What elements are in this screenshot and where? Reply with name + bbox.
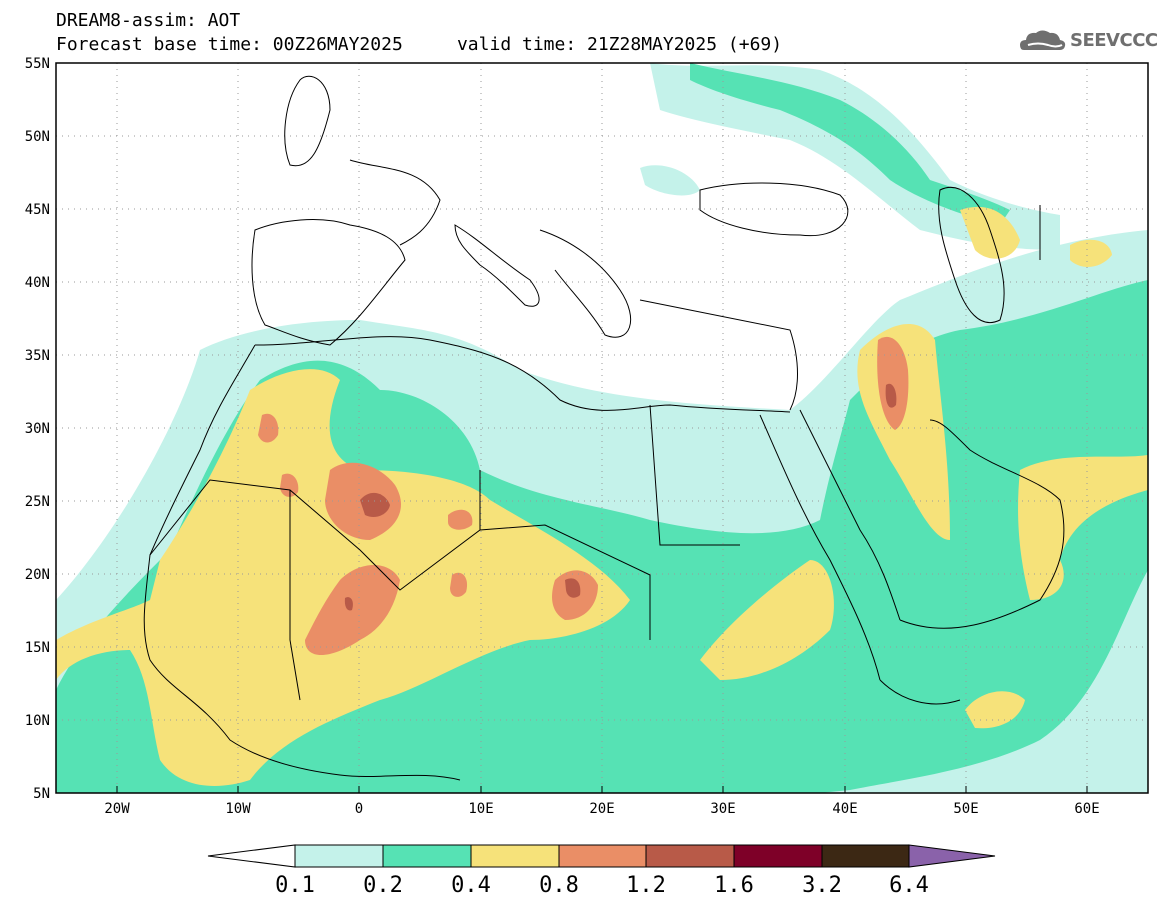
lon-label: 60E: [1074, 801, 1099, 817]
colorbar-labels: 0.1 0.2 0.4 0.8 1.2 1.6 3.2 6.4: [275, 873, 929, 898]
lon-label: 20W: [104, 801, 130, 817]
colorbar-under-arrow: [207, 844, 296, 868]
lat-label: 30N: [25, 421, 50, 437]
lat-label: 45N: [25, 202, 50, 218]
colorbar-label: 0.2: [363, 873, 403, 898]
colorbar-label: 6.4: [889, 873, 929, 898]
lon-label: 30E: [710, 801, 735, 817]
lat-label: 15N: [25, 640, 50, 656]
lat-label: 25N: [25, 494, 50, 510]
lon-label: 40E: [832, 801, 857, 817]
colorbar-swatch: [294, 844, 384, 868]
lat-label: 40N: [25, 275, 50, 291]
lat-label: 10N: [25, 713, 50, 729]
colorbar-swatch: [821, 844, 910, 868]
lat-label: 35N: [25, 348, 50, 364]
lon-label: 20E: [589, 801, 614, 817]
colorbar-swatch: [733, 844, 823, 868]
colorbar-label: 3.2: [802, 873, 842, 898]
map-title: DREAM8-assim: AOT: [56, 10, 241, 31]
axis-ticks: [116, 786, 1088, 793]
colorbar: [207, 844, 996, 868]
lat-label: 20N: [25, 567, 50, 583]
lon-label: 10E: [468, 801, 493, 817]
colorbar-label: 0.8: [539, 873, 579, 898]
colorbar-over-arrow: [908, 844, 996, 868]
lon-label: 0: [355, 801, 363, 817]
lat-label: 55N: [25, 56, 50, 72]
colorbar-swatch: [645, 844, 735, 868]
graticule: [56, 63, 1148, 793]
colorbar-label: 0.4: [451, 873, 491, 898]
lat-labels: 5N 10N 15N 20N 25N 30N 35N 40N 45N 50N 5…: [25, 56, 50, 802]
colorbar-label: 1.6: [714, 873, 754, 898]
forecast-times: Forecast base time: 00Z26MAY2025 valid t…: [56, 34, 782, 55]
seevccc-logo: SEEVCCC: [1070, 30, 1158, 51]
colorbar-swatch: [470, 844, 560, 868]
lat-label: 5N: [33, 786, 50, 802]
colorbar-label: 0.1: [275, 873, 315, 898]
aot-field: [56, 63, 1148, 793]
cloud-icon: [1020, 30, 1066, 50]
colorbar-label: 1.2: [626, 873, 666, 898]
lat-label: 50N: [25, 129, 50, 145]
lon-label: 50E: [953, 801, 978, 817]
coastlines: [143, 75, 1065, 781]
lon-labels: 20W 10W 0 10E 20E 30E 40E 50E 60E: [104, 801, 1099, 817]
base-time-label: Forecast base time: 00Z26MAY2025: [56, 34, 403, 55]
valid-time-label: valid time: 21Z28MAY2025 (+69): [456, 34, 783, 55]
colorbar-swatch: [382, 844, 472, 868]
aot-level-1-2: [344, 383, 897, 611]
lon-label: 10W: [225, 801, 251, 817]
colorbar-swatch: [558, 844, 647, 868]
